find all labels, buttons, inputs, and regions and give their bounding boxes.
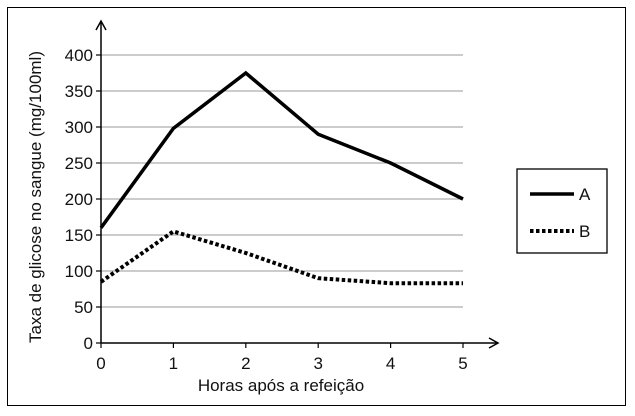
y-tick-label: 100 — [65, 262, 93, 281]
y-tick-label: 200 — [65, 190, 93, 209]
series-lines — [99, 70, 464, 286]
x-tick-label: 1 — [169, 354, 178, 373]
series-line-a — [99, 70, 464, 229]
x-tick-label: 2 — [241, 354, 250, 373]
y-tick-label: 150 — [65, 226, 93, 245]
y-tick-label: 50 — [74, 298, 93, 317]
y-tick-label: 0 — [84, 334, 93, 353]
x-axis-title: Horas após a refeição — [198, 376, 364, 395]
x-tick-label: 0 — [96, 354, 105, 373]
y-tick-label: 400 — [65, 46, 93, 65]
x-tick-label: 4 — [386, 354, 395, 373]
axes — [95, 19, 500, 349]
legend-label-a: A — [579, 185, 591, 204]
legend: A B — [516, 168, 608, 254]
grid-lines — [101, 54, 463, 308]
x-tick-label: 5 — [458, 354, 467, 373]
y-axis-title: Taxa de glicose no sangue (mg/100ml) — [26, 51, 45, 343]
y-tick-label: 250 — [65, 154, 93, 173]
y-axis-arrow — [95, 19, 107, 31]
legend-box — [516, 168, 608, 254]
x-tick-label: 3 — [313, 354, 322, 373]
y-tick-label: 350 — [65, 82, 93, 101]
y-tick-labels: 0 50 100 150 200 250 300 350 400 — [65, 46, 101, 353]
x-axis-arrow — [488, 337, 500, 349]
x-tick-labels: 0 1 2 3 4 5 — [96, 343, 468, 373]
series-line-b — [99, 229, 463, 286]
legend-label-b: B — [579, 222, 590, 241]
y-tick-label: 300 — [65, 118, 93, 137]
